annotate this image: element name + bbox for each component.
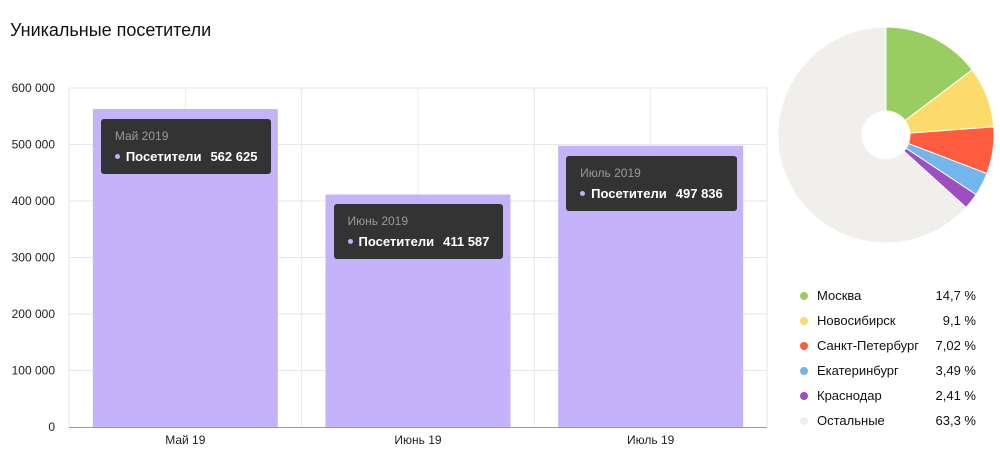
legend-item[interactable]: Краснодар 2,41 % [800, 383, 976, 408]
legend-label: Екатеринбург [817, 363, 899, 378]
legend-label: Остальные [817, 413, 885, 428]
bar-tooltip: Май 2019 Посетители 562 625 [100, 119, 272, 175]
tooltip-value: 411 587 [443, 234, 490, 250]
tooltip-row: Посетители 497 836 [580, 186, 723, 201]
legend-value: 7,02 % [935, 338, 976, 353]
legend-item[interactable]: Санкт-Петербург 7,02 % [800, 333, 976, 358]
legend-value: 14,7 % [935, 288, 976, 303]
legend-label: Санкт-Петербург [817, 338, 919, 353]
y-tick-label: 100 000 [12, 364, 56, 378]
tooltip-value: 562 625 [210, 149, 258, 165]
y-tick-label: 300 000 [12, 251, 56, 265]
y-tick-label: 0 [48, 420, 55, 434]
x-tick-label: Май 19 [165, 433, 206, 447]
legend-label: Новосибирск [817, 313, 896, 328]
legend-color-dot-icon [800, 316, 808, 325]
pie-chart [777, 27, 995, 243]
pie-slice[interactable] [885, 27, 973, 122]
legend-color-dot-icon [800, 366, 808, 375]
tooltip-row: Посетители 562 625 [114, 149, 258, 165]
legend-value: 3,49 % [935, 363, 976, 378]
tooltip-series-name: Посетители [125, 149, 202, 165]
tooltip-value: 497 836 [675, 185, 723, 201]
legend-item[interactable]: Остальные 63,3 % [800, 408, 976, 433]
legend-value: 9,1 % [942, 313, 976, 328]
legend-color-dot-icon [800, 341, 808, 350]
legend-value: 2,41 % [935, 388, 976, 403]
series-dot-icon [347, 239, 353, 245]
tooltip-date: Июль 2019 [580, 165, 641, 180]
tooltip-date: Июнь 2019 [347, 214, 409, 229]
legend-item[interactable]: Новосибирск 9,1 % [800, 308, 976, 333]
series-dot-icon [114, 154, 120, 160]
legend-label: Краснодар [817, 388, 882, 403]
y-tick-label: 600 000 [12, 81, 56, 95]
legend-value: 63,3 % [935, 413, 976, 428]
legend-item[interactable]: Москва 14,7 % [800, 283, 976, 308]
legend-color-dot-icon [800, 291, 808, 300]
legend-item[interactable]: Екатеринбург 3,49 % [800, 358, 976, 383]
tooltip-row: Посетители 411 587 [347, 234, 490, 250]
bar-tooltip: Июль 2019 Посетители 497 836 [566, 155, 737, 211]
x-tick-label: Июнь 19 [394, 433, 442, 447]
x-tick-label: Июль 19 [627, 433, 675, 447]
legend-color-dot-icon [800, 416, 808, 425]
bar-tooltip: Июнь 2019 Посетители 411 587 [333, 204, 504, 260]
series-dot-icon [580, 190, 586, 196]
tooltip-series-name: Посетители [358, 234, 435, 250]
tooltip-series-name: Посетители [591, 185, 667, 201]
y-tick-label: 500 000 [12, 138, 56, 152]
pie-legend: Москва 14,7 % Новосибирск 9,1 % Санкт-Петерб… [800, 283, 976, 433]
y-tick-label: 200 000 [12, 307, 56, 321]
legend-color-dot-icon [800, 391, 808, 400]
y-tick-label: 400 000 [12, 194, 56, 208]
pie-slice[interactable] [777, 27, 967, 243]
axes: 0 100 000 200 000 300 000 400 000 500 000 600 … [12, 81, 767, 447]
tooltip-date: Май 2019 [114, 129, 169, 144]
chart-title: Уникальные посетители [10, 20, 212, 40]
legend-label: Москва [817, 288, 862, 303]
